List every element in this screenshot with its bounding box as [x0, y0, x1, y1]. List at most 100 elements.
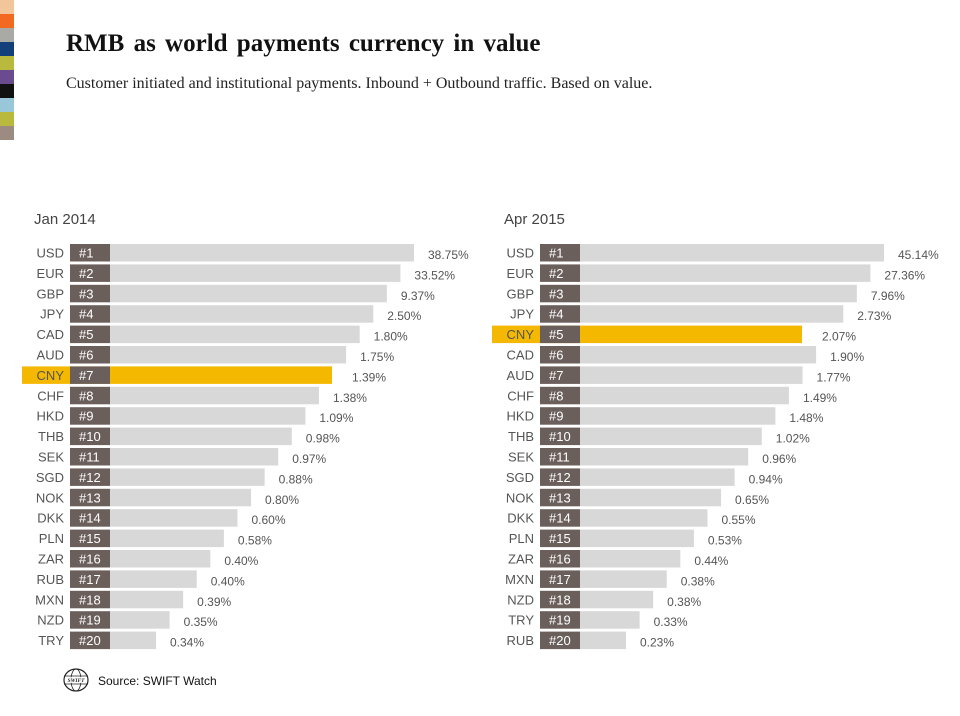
rank-label: #4 [79, 307, 93, 322]
bar-row-nok: #13 NOK 0.80% [36, 488, 299, 507]
rank-box [70, 590, 110, 609]
currency-label: NOK [36, 490, 65, 505]
bar [580, 407, 776, 425]
rank-label: #12 [79, 470, 101, 485]
bar-row-pln: #15 PLN 0.58% [39, 529, 272, 548]
value-label: 38.75% [428, 248, 469, 262]
rank-label: #16 [549, 552, 571, 567]
bar-row-mxn: #17 MXN 0.38% [505, 570, 715, 588]
bar-row-hkd: #9 HKD 1.48% [507, 407, 824, 425]
page-title: RMB as world payments currency in value [66, 30, 541, 57]
currency-label: TRY [38, 633, 64, 648]
rank-box [70, 407, 110, 425]
rank-box [540, 305, 580, 323]
currency-label: NOK [506, 490, 535, 505]
value-label: 0.96% [762, 452, 796, 466]
currency-label: MXN [35, 592, 64, 607]
bar-row-try: #20 TRY 0.34% [38, 631, 204, 650]
currency-label: CHF [37, 388, 64, 403]
highlight-band [492, 325, 802, 344]
currency-label: THB [508, 429, 534, 444]
bar-row-jpy: #4 JPY 2.50% [40, 305, 422, 323]
rank-label: #16 [79, 552, 101, 567]
swift-logo-text: SWIFT [68, 678, 85, 684]
value-label: 2.73% [857, 309, 891, 323]
currency-label: TRY [508, 613, 534, 628]
bar [110, 468, 265, 486]
bar-row-rub: #20 RUB 0.23% [507, 631, 674, 650]
bar-row-sek: #11 SEK 0.97% [38, 448, 327, 466]
bar [580, 550, 681, 568]
bar-row-nzd: #18 NZD 0.38% [507, 590, 702, 609]
rank-label: #14 [79, 511, 101, 526]
value-label: 2.50% [387, 309, 421, 323]
currency-label: RUB [37, 572, 64, 587]
value-label: 0.35% [184, 615, 218, 629]
value-label: 0.38% [681, 574, 715, 588]
bar-row-gbp: #3 GBP 9.37% [37, 284, 435, 303]
bar-row-dkk: #14 DKK 0.55% [507, 509, 756, 527]
bar [110, 325, 360, 344]
currency-label: CHF [507, 388, 534, 403]
currency-label: CNY [507, 327, 535, 342]
value-label: 0.94% [749, 472, 783, 486]
bar-row-gbp: #3 GBP 7.96% [507, 284, 905, 303]
chart-jan-2014: Jan 2014 #1 USD 38.75% #2 EUR 33.52% #3 GBP 9.37%… [22, 211, 469, 650]
bar-row-chf: #8 CHF 1.38% [37, 386, 367, 405]
rank-label: #17 [549, 572, 571, 587]
rank-box [70, 386, 110, 405]
value-label: 0.38% [667, 595, 701, 609]
chart-apr-2015: Apr 2015 #1 USD 45.14% #2 EUR 27.36% #3 GBP 7.96%… [492, 211, 939, 650]
rank-box [540, 386, 580, 405]
currency-label: JPY [510, 307, 534, 322]
bar-row-thb: #10 THB 1.02% [508, 427, 810, 446]
chart-title: Apr 2015 [504, 211, 565, 228]
bar [580, 570, 667, 588]
bar-row-mxn: #18 MXN 0.39% [35, 590, 232, 609]
color-swatch-8 [0, 98, 14, 112]
bar [110, 550, 211, 568]
rank-label: #11 [79, 450, 100, 465]
value-label: 1.38% [333, 391, 367, 405]
bar-row-jpy: #4 JPY 2.73% [510, 305, 892, 323]
source-text: Source: SWIFT Watch [98, 674, 217, 688]
bar [580, 284, 857, 303]
rank-label: #1 [549, 246, 563, 261]
bar-row-hkd: #9 HKD 1.09% [37, 407, 354, 425]
chart-title: Jan 2014 [34, 211, 96, 228]
currency-label: AUD [37, 348, 64, 363]
bar [580, 488, 722, 507]
rank-label: #14 [549, 511, 571, 526]
rank-label: #11 [549, 450, 570, 465]
rank-box [540, 468, 580, 486]
currency-label: PLN [39, 531, 64, 546]
rank-label: #20 [549, 633, 571, 648]
value-label: 0.23% [640, 636, 674, 650]
currency-label: PLN [509, 531, 534, 546]
rank-box [70, 468, 110, 486]
value-label: 0.53% [708, 534, 742, 548]
rank-label: #4 [549, 307, 563, 322]
currency-label: SGD [36, 470, 64, 485]
rank-label: #2 [79, 266, 93, 281]
currency-label: DKK [37, 511, 64, 526]
bar-row-thb: #10 THB 0.98% [38, 427, 340, 446]
bar-row-cad: #5 CAD 1.80% [37, 325, 408, 344]
value-label: 0.58% [238, 534, 272, 548]
swift-globe-icon: SWIFT [63, 668, 89, 692]
rank-label: #6 [79, 348, 93, 363]
value-label: 1.48% [789, 411, 823, 425]
bar [110, 346, 347, 364]
rank-box [70, 611, 110, 629]
rank-box [70, 264, 110, 282]
color-swatch-9 [0, 112, 14, 126]
rank-box [70, 325, 110, 344]
rank-box [540, 264, 580, 282]
value-label: 0.98% [306, 432, 340, 446]
rank-box [540, 448, 580, 466]
bar [110, 529, 224, 548]
value-label: 0.97% [292, 452, 326, 466]
rank-box [540, 570, 580, 588]
page-subtitle: Customer initiated and institutional pay… [66, 75, 653, 92]
currency-label: AUD [507, 368, 534, 383]
